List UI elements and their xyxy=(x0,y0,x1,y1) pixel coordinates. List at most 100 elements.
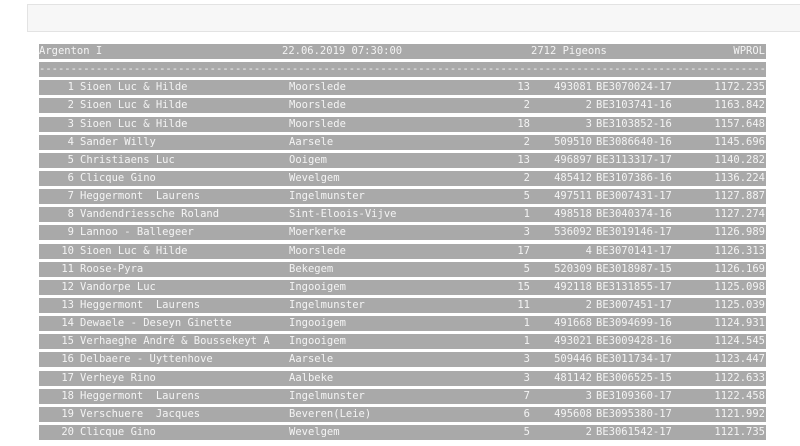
cell-speed: 1125.039 xyxy=(714,298,765,311)
cell-count: 5 xyxy=(523,262,530,275)
cell-speed: 1125.098 xyxy=(714,280,765,293)
cell-rank: 15 xyxy=(61,335,74,348)
result-row[interactable]: 19 Verschuere Jacques Beveren(Leie) 6 495608… xyxy=(39,406,766,422)
cell-rank: 8 xyxy=(67,208,74,221)
cell-num: 495608 xyxy=(554,407,592,420)
cell-num: 2 xyxy=(585,298,592,311)
cell-num: 481142 xyxy=(554,371,592,384)
cell-ring: BE3070024-17 xyxy=(596,81,672,94)
result-row[interactable]: 18 Heggermont Laurens Ingelmunster 7 3 BE3109… xyxy=(39,388,766,404)
cell-count: 13 xyxy=(517,153,530,166)
cell-speed: 1122.458 xyxy=(714,389,765,402)
cell-city: Wevelgem xyxy=(289,171,340,184)
cell-count: 15 xyxy=(517,280,530,293)
cell-num: 493021 xyxy=(554,335,592,348)
cell-speed: 1124.545 xyxy=(714,335,765,348)
race-datetime: 22.06.2019 07:30:00 xyxy=(282,45,403,57)
result-row[interactable]: 16 Delbaere - Uyttenhove Aarsele 3 509446 BE3… xyxy=(39,352,766,368)
result-row[interactable]: 6 Clicque Gino Wevelgem 2 485412 BE3107386-16… xyxy=(39,170,766,186)
cell-rank: 2 xyxy=(67,99,74,112)
result-row[interactable]: 7 Heggermont Laurens Ingelmunster 5 497511 BE… xyxy=(39,189,766,205)
cell-speed: 1172.235 xyxy=(714,81,765,94)
cell-rank: 19 xyxy=(61,407,74,420)
cell-name: Roose-Pyra xyxy=(80,262,144,275)
cell-speed: 1126.313 xyxy=(714,244,765,257)
cell-ring: BE3019146-17 xyxy=(596,226,672,239)
result-row[interactable]: 15 Verhaeghe André & Boussekeyt A Ingooige… xyxy=(39,334,766,350)
cell-city: Moorslede xyxy=(289,244,346,257)
results-list: Argenton I 22.06.2019 07:30:00 2712 Pige… xyxy=(39,44,766,443)
cell-speed: 1121.992 xyxy=(714,407,765,420)
cell-name: Heggermont Laurens xyxy=(80,389,201,402)
result-row[interactable]: 14 Dewaele - Deseyn Ginette Ingooigem 1 4916… xyxy=(39,316,766,332)
cell-rank: 7 xyxy=(67,190,74,203)
cell-ring: BE3061542-17 xyxy=(596,425,672,438)
cell-city: Ingelmunster xyxy=(289,298,365,311)
cell-name: Delbaere - Uyttenhove xyxy=(80,353,213,366)
cell-num: 498518 xyxy=(554,208,592,221)
cell-name: Verhaeghe André & Boussekeyt A xyxy=(80,335,270,348)
cell-city: Wevelgem xyxy=(289,425,340,438)
cell-rank: 17 xyxy=(61,371,74,384)
race-name: Argenton I xyxy=(39,45,103,57)
cell-name: Clicque Gino xyxy=(80,425,156,438)
result-row[interactable]: 20 Clicque Gino Wevelgem 5 2 BE3061542-17 1121… xyxy=(39,424,766,440)
cell-count: 1 xyxy=(523,317,530,330)
cell-city: Bekegem xyxy=(289,262,334,275)
cell-speed: 1122.633 xyxy=(714,371,765,384)
result-row[interactable]: 8 Vandendriessche Roland Sint-Eloois-Vijve… xyxy=(39,207,766,223)
result-row[interactable]: 9 Lannoo - Ballegeer Moerkerke 3 536092 BE301… xyxy=(39,225,766,241)
result-row[interactable]: 17 Verheye Rino Aalbeke 3 481142 BE3006525-15… xyxy=(39,370,766,386)
result-row[interactable]: 4 Sander Willy Aarsele 2 509510 BE3086640-16 1… xyxy=(39,134,766,150)
cell-city: Ooigem xyxy=(289,153,327,166)
cell-ring: BE3131855-17 xyxy=(596,280,672,293)
result-row[interactable]: 12 Vandorpe Luc Ingooigem 15 492118 BE3131855… xyxy=(39,279,766,295)
cell-rank: 20 xyxy=(61,425,74,438)
cell-count: 2 xyxy=(523,135,530,148)
cell-num: 509510 xyxy=(554,135,592,148)
cell-count: 3 xyxy=(523,353,530,366)
result-row[interactable]: 1 Sioen Luc & Hilde Moorslede 13 493081 BE307… xyxy=(39,80,766,96)
cell-rank: 4 xyxy=(67,135,74,148)
cell-city: Moorslede xyxy=(289,99,346,112)
cell-speed: 1140.282 xyxy=(714,153,765,166)
pigeon-count: 2712 Pigeons xyxy=(531,45,607,57)
cell-rank: 14 xyxy=(61,317,74,330)
cell-count: 17 xyxy=(517,244,530,257)
cell-num: 2 xyxy=(585,425,592,438)
cell-ring: BE3103852-16 xyxy=(596,117,672,130)
cell-speed: 1123.447 xyxy=(714,353,765,366)
cell-speed: 1127.274 xyxy=(714,208,765,221)
cell-ring: BE3109360-17 xyxy=(596,389,672,402)
cell-name: Sioen Luc & Hilde xyxy=(80,99,188,112)
cell-ring: BE3094699-16 xyxy=(596,317,672,330)
result-row[interactable]: 10 Sioen Luc & Hilde Moorslede 17 4 BE3070141… xyxy=(39,243,766,259)
cell-ring: BE3006525-15 xyxy=(596,371,672,384)
cell-speed: 1126.989 xyxy=(714,226,765,239)
result-row[interactable]: 13 Heggermont Laurens Ingelmunster 11 2 BE300… xyxy=(39,297,766,313)
result-row[interactable]: 11 Roose-Pyra Bekegem 5 520309 BE3018987-15 11… xyxy=(39,261,766,277)
cell-city: Moorslede xyxy=(289,117,346,130)
separator-row: ----------------------------------------… xyxy=(39,62,766,78)
cell-speed: 1124.931 xyxy=(714,317,765,330)
cell-count: 5 xyxy=(523,190,530,203)
cell-speed: 1157.648 xyxy=(714,117,765,130)
cell-city: Moerkerke xyxy=(289,226,346,239)
cell-city: Ingooigem xyxy=(289,335,346,348)
cell-count: 18 xyxy=(517,117,530,130)
cell-count: 7 xyxy=(523,389,530,402)
cell-city: Ingelmunster xyxy=(289,389,365,402)
result-row[interactable]: 5 Christiaens Luc Ooigem 13 496897 BE3113317-… xyxy=(39,152,766,168)
cell-num: 496897 xyxy=(554,153,592,166)
result-row[interactable]: 2 Sioen Luc & Hilde Moorslede 2 2 BE3103741-1… xyxy=(39,98,766,114)
cell-count: 3 xyxy=(523,371,530,384)
cell-num: 2 xyxy=(585,99,592,112)
cell-rank: 11 xyxy=(61,262,74,275)
result-code: WPROL xyxy=(733,45,765,57)
cell-name: Dewaele - Deseyn Ginette xyxy=(80,317,232,330)
cell-count: 5 xyxy=(523,425,530,438)
result-row[interactable]: 3 Sioen Luc & Hilde Moorslede 18 3 BE3103852-… xyxy=(39,116,766,132)
cell-num: 520309 xyxy=(554,262,592,275)
cell-count: 3 xyxy=(523,226,530,239)
cell-name: Lannoo - Ballegeer xyxy=(80,226,194,239)
